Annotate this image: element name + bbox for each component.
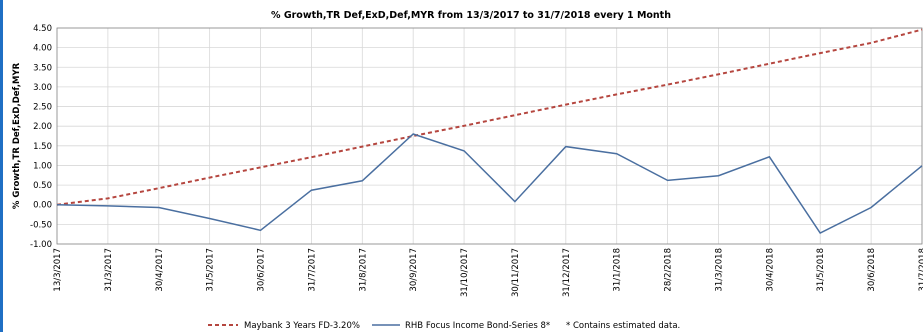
y-tick-label: 4.00 bbox=[33, 44, 52, 54]
legend-label-maybank: Maybank 3 Years FD-3.20% bbox=[244, 321, 360, 331]
x-tick-label: 31/10/2017 bbox=[460, 248, 470, 297]
x-tick-label: 30/6/2017 bbox=[257, 248, 267, 292]
series-line-rhb bbox=[56, 133, 923, 234]
y-tick-labels: 4.50 4.00 3.50 3.00 2.50 2.00 1.50 1.00 0.50 0.00… bbox=[30, 24, 52, 250]
series-lines bbox=[56, 28, 923, 234]
y-axis-label: % Growth,TR Def,ExD,Def,MYR bbox=[12, 62, 22, 209]
plot-area-border bbox=[56, 27, 923, 245]
x-tick-label: 31/8/2017 bbox=[358, 248, 368, 292]
x-tick-label: 28/2/2018 bbox=[664, 248, 674, 292]
y-tick-label: 3.50 bbox=[33, 63, 52, 73]
y-gridlines bbox=[57, 27, 922, 245]
left-border bbox=[0, 0, 3, 332]
y-tick-label: -0.50 bbox=[30, 220, 52, 230]
y-tick-label: -1.00 bbox=[30, 240, 52, 250]
y-tick-label: 1.50 bbox=[33, 142, 52, 152]
x-tick-label: 30/6/2018 bbox=[867, 248, 877, 292]
x-tick-labels: 13/3/2017 31/3/2017 30/4/2017 31/5/2017 30/6… bbox=[53, 248, 923, 297]
y-tick-label: 2.00 bbox=[33, 122, 52, 132]
x-tick-label: 30/11/2017 bbox=[511, 248, 521, 297]
y-tick-label: 4.50 bbox=[33, 24, 52, 34]
x-tick-label: 30/4/2018 bbox=[765, 248, 775, 292]
x-tick-label: 31/1/2018 bbox=[613, 248, 623, 292]
chart-title: % Growth,TR Def,ExD,Def,MYR from 13/3/20… bbox=[271, 10, 671, 21]
y-tick-label: 0.50 bbox=[33, 181, 52, 191]
x-tick-label: 31/7/2017 bbox=[307, 248, 317, 292]
y-tick-label: 3.00 bbox=[33, 83, 52, 93]
x-tick-label: 31/5/2018 bbox=[816, 248, 826, 292]
x-tick-label: 30/4/2017 bbox=[155, 248, 165, 292]
estimated-data-note: * Contains estimated data. bbox=[566, 321, 680, 331]
x-gridlines bbox=[56, 28, 923, 244]
y-tick-label: 2.50 bbox=[33, 103, 52, 113]
x-tick-label: 31/3/2018 bbox=[714, 248, 724, 292]
x-tick-label: 31/5/2017 bbox=[206, 248, 216, 292]
x-tick-label: 31/12/2017 bbox=[562, 248, 572, 297]
legend: Maybank 3 Years FD-3.20% RHB Focus Incom… bbox=[208, 321, 680, 331]
x-tick-label: 31/7/2018 bbox=[918, 248, 923, 292]
x-tick-label: 13/3/2017 bbox=[53, 248, 63, 292]
x-tick-label: 31/3/2017 bbox=[104, 248, 114, 292]
series-line-maybank bbox=[56, 28, 923, 206]
legend-label-rhb: RHB Focus Income Bond-Series 8* bbox=[405, 321, 550, 331]
y-tick-label: 1.00 bbox=[33, 161, 52, 171]
y-tick-label: 0.00 bbox=[33, 201, 52, 211]
x-tick-label: 30/9/2017 bbox=[409, 248, 419, 292]
